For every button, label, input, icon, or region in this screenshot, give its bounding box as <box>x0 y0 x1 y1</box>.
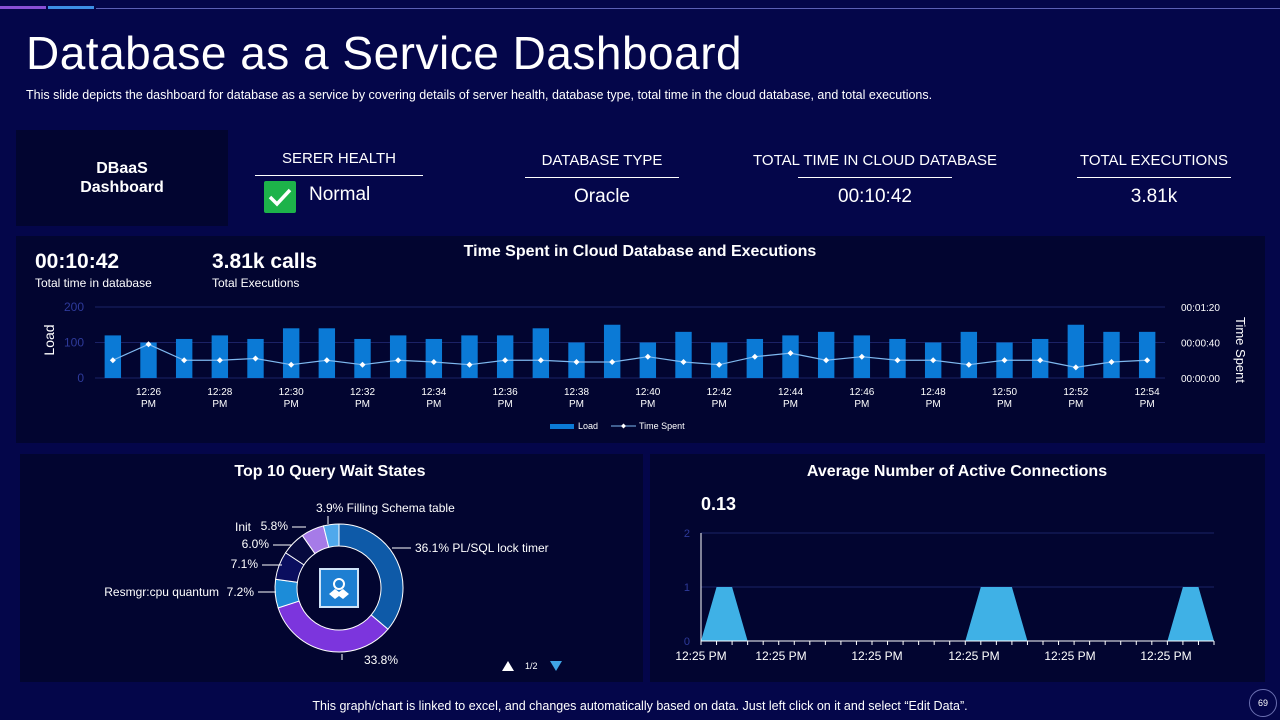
page-title: Database as a Service Dashboard <box>26 27 743 79</box>
pager-prev-icon[interactable] <box>501 660 515 672</box>
time-spent-panel <box>16 236 1265 443</box>
active-connections-headline: 0.13 <box>701 494 737 514</box>
kpi-total-time-label: TOTAL TIME IN CLOUD DATABASE <box>753 152 997 169</box>
combo-chart-title: Time Spent in Cloud Database and Executi… <box>463 243 817 260</box>
pager-text: 1/2 <box>525 661 538 671</box>
area-chart-title: Average Number of Active Connections <box>806 463 1108 480</box>
pager-next-icon[interactable] <box>549 660 563 672</box>
kpi-divider <box>255 175 423 176</box>
page-subtitle: This slide depicts the dashboard for dat… <box>26 88 933 102</box>
donut-center-icon <box>319 568 359 608</box>
total-time-label: Total time in database <box>35 276 152 290</box>
handshake-icon <box>329 578 349 599</box>
kpi-total-time-value: 00:10:42 <box>838 186 912 207</box>
page-number: 69 <box>1249 689 1277 717</box>
total-calls-label: Total Executions <box>212 276 300 290</box>
box-label-line2: Dashboard <box>80 179 164 196</box>
kpi-server-health: SERER HEALTH <box>254 150 424 176</box>
kpi-total-executions-label: TOTAL EXECUTIONS <box>1079 152 1229 169</box>
check-icon <box>264 181 296 213</box>
accent-bar-purple <box>0 6 46 9</box>
box-label-line1: DBaaS <box>96 160 148 177</box>
accent-bar-blue <box>48 6 94 9</box>
donut-chart-title: Top 10 Query Wait States <box>234 463 426 480</box>
kpi-database-type-value: Oracle <box>574 186 630 207</box>
kpi-server-health-label: SERER HEALTH <box>282 150 396 167</box>
dbaas-dashboard-box: DBaaS Dashboard <box>16 130 228 226</box>
total-calls-value: 3.81k calls <box>212 250 318 273</box>
kpi-total-executions-value: 3.81k <box>1130 186 1178 207</box>
kpi-database-type-label: DATABASE TYPE <box>541 152 663 169</box>
kpi-divider <box>798 177 952 178</box>
kpi-divider <box>1077 177 1231 178</box>
kpi-divider <box>525 177 679 178</box>
kpi-total-executions: TOTAL EXECUTIONS 3.81k <box>1074 152 1234 208</box>
accent-line <box>96 8 1280 9</box>
total-time-value: 00:10:42 <box>35 250 120 273</box>
active-connections-panel <box>650 454 1265 682</box>
kpi-server-health-value: Normal <box>309 184 371 205</box>
kpi-database-type: DATABASE TYPE Oracle <box>522 152 682 208</box>
footer-note: This graph/chart is linked to excel, and… <box>312 699 968 713</box>
kpi-total-time: TOTAL TIME IN CLOUD DATABASE 00:10:42 <box>750 152 1000 208</box>
